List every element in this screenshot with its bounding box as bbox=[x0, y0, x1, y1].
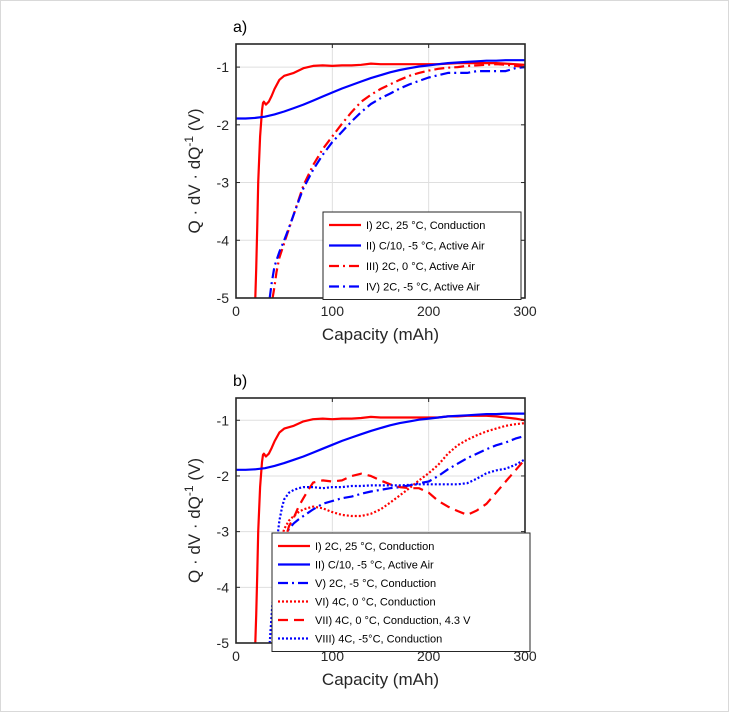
y-axis-label: Q · dV · dQ-1 (V) bbox=[182, 458, 204, 583]
legend-entry: VI) 4C, 0 °C, Conduction bbox=[315, 597, 436, 609]
panel-label: b) bbox=[233, 373, 247, 390]
legend-entry: IV) 2C, -5 °C, Active Air bbox=[366, 282, 480, 294]
y-axis-label: Q · dV · dQ-1 (V) bbox=[182, 109, 204, 234]
legend-entry: I) 2C, 25 °C, Conduction bbox=[315, 541, 434, 553]
y-label-main: Q · dV · dQ bbox=[185, 147, 204, 234]
series-line-2 bbox=[236, 412, 525, 471]
y-tick-label: -4 bbox=[217, 579, 230, 595]
y-tick-label: -2 bbox=[217, 468, 230, 484]
y-tick-label: -4 bbox=[217, 232, 230, 248]
series-line-2 bbox=[236, 59, 525, 120]
legend-entry: III) 2C, 0 °C, Active Air bbox=[366, 261, 475, 273]
panel-label: a) bbox=[233, 19, 247, 36]
series-line-4 bbox=[271, 422, 525, 643]
series-line-4 bbox=[268, 66, 525, 298]
x-axis-label: Capacity (mAh) bbox=[322, 670, 439, 689]
x-tick-label: 0 bbox=[232, 303, 240, 319]
series-line-5 bbox=[275, 458, 525, 643]
legend-box bbox=[322, 211, 522, 300]
x-tick-label: 200 bbox=[417, 303, 441, 319]
legend-entry: I) 2C, 25 °C, Conduction bbox=[366, 220, 485, 232]
y-tick-label: -1 bbox=[217, 59, 230, 75]
y-label-main: Q · dV · dQ bbox=[185, 496, 204, 583]
x-tick-label: 0 bbox=[232, 648, 240, 664]
y-tick-label: -5 bbox=[217, 290, 230, 306]
legend-box bbox=[271, 532, 531, 652]
y-label-superscript: -1 bbox=[182, 136, 196, 147]
legend-entry: VII) 4C, 0 °C, Conduction, 4.3 V bbox=[315, 615, 471, 627]
series-line-3 bbox=[271, 63, 525, 298]
x-tick-label: 300 bbox=[513, 303, 537, 319]
legend-entry: II) C/10, -5 °C, Active Air bbox=[315, 560, 434, 572]
x-tick-label: 100 bbox=[321, 303, 345, 319]
legend-entry: II) C/10, -5 °C, Active Air bbox=[366, 241, 485, 253]
y-tick-label: -1 bbox=[217, 412, 230, 428]
y-label-unit: (V) bbox=[185, 109, 204, 136]
y-label-superscript: -1 bbox=[182, 485, 196, 496]
legend-entry: VIII) 4C, -5°C, Conduction bbox=[315, 634, 442, 646]
y-label-unit: (V) bbox=[185, 458, 204, 485]
y-tick-label: -2 bbox=[217, 117, 230, 133]
chart-a: a) 0 100 200 300 -1 -2 -3 -4 -5 Capacity (mAh) Q · … bbox=[182, 19, 537, 344]
y-tick-label: -5 bbox=[217, 635, 230, 651]
legend-entry: V) 2C, -5 °C, Conduction bbox=[315, 578, 436, 590]
x-axis-label: Capacity (mAh) bbox=[322, 325, 439, 344]
y-tick-label: -3 bbox=[217, 175, 230, 191]
series-line-6 bbox=[268, 458, 525, 643]
y-tick-label: -3 bbox=[217, 524, 230, 540]
